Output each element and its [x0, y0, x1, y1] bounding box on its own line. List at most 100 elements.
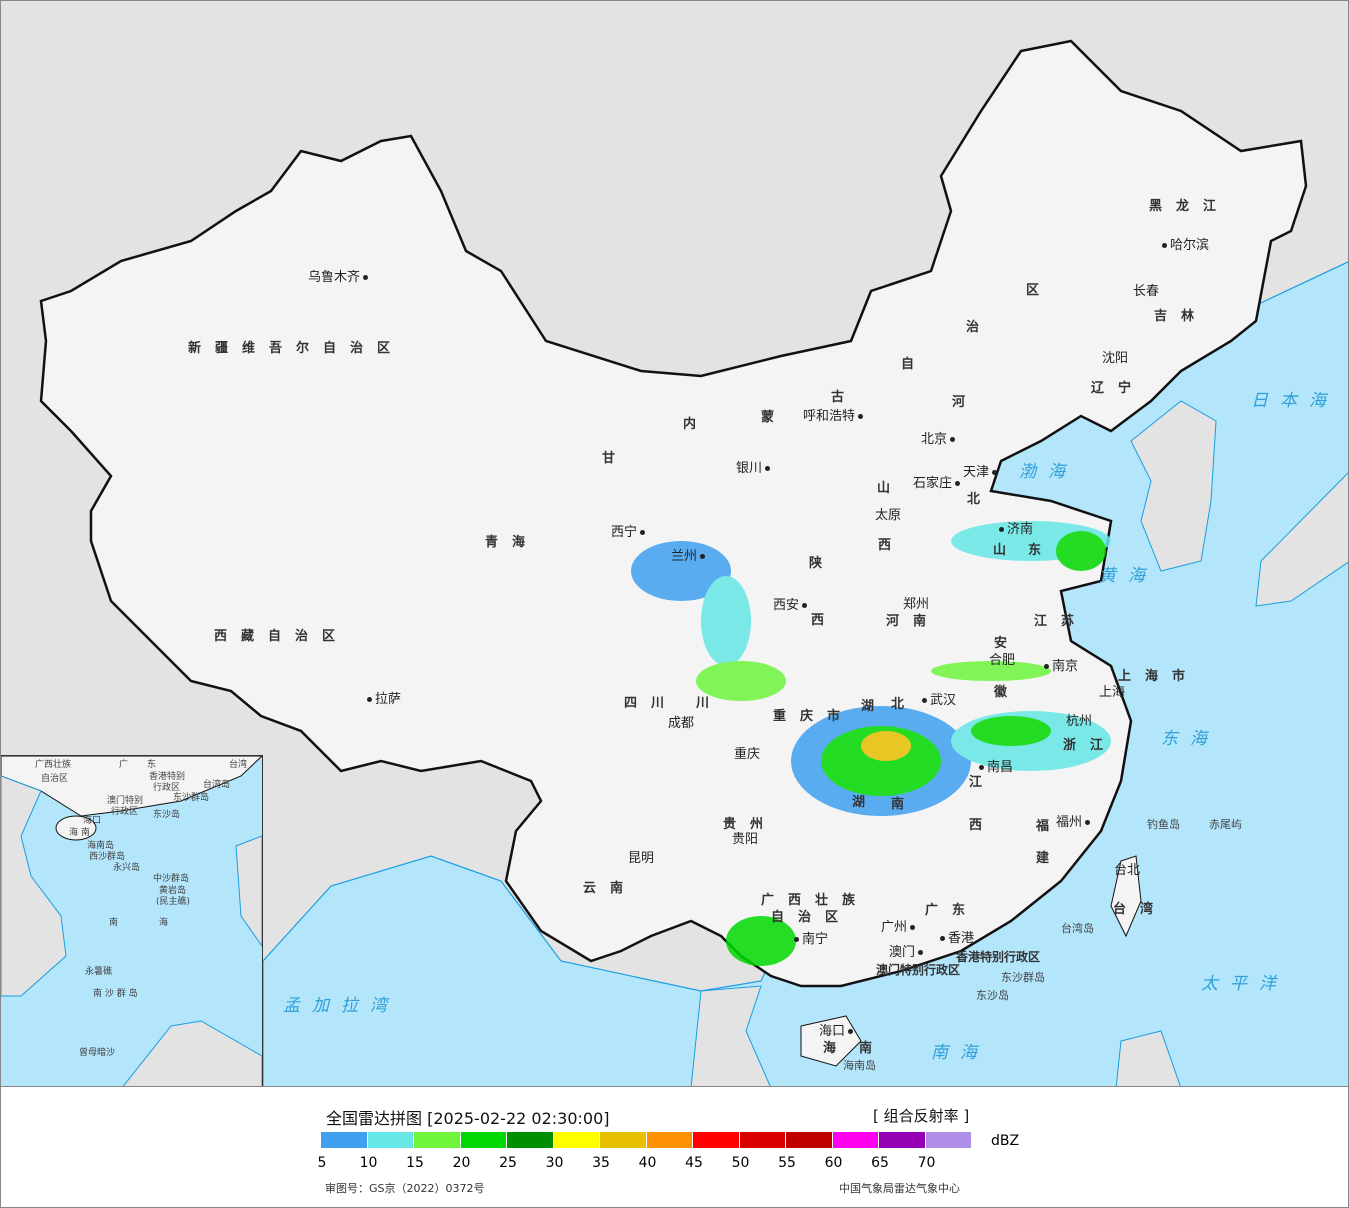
- city-dot-icon: [1162, 243, 1167, 248]
- legend-swatch: [321, 1132, 367, 1148]
- echo-blob: [931, 661, 1051, 681]
- province-label: 辽宁: [1091, 382, 1145, 396]
- province-label: 浙江: [1063, 739, 1117, 753]
- sar-label: 澳门特别行政区: [876, 963, 960, 977]
- inset-label-text: 行政区: [111, 807, 139, 817]
- city-label: 哈尔滨: [1159, 239, 1209, 253]
- province-label: 北: [891, 698, 918, 712]
- sea-label: 太平洋: [1201, 976, 1288, 993]
- province-label-text: 北: [967, 492, 995, 507]
- sea-label-text: 南海: [931, 1043, 989, 1063]
- province-label-text: 西: [811, 613, 839, 628]
- province-label-text: 重庆市: [773, 709, 855, 724]
- inset-label-text: 行政区: [153, 783, 181, 793]
- legend-tick: 10: [359, 1155, 378, 1171]
- sea-label: 南海: [931, 1043, 989, 1063]
- inset-label-text: 海: [69, 828, 79, 838]
- legend-swatch: [693, 1132, 739, 1148]
- inset-label-text: 广: [119, 760, 129, 770]
- sar-label: 香港特别行政区: [956, 950, 1040, 964]
- province-label: 四川: [624, 697, 678, 711]
- city-dot-icon: [950, 437, 956, 442]
- province-label: 南: [859, 1042, 886, 1056]
- province-label-text: 福: [1036, 819, 1064, 834]
- inset-label-text: 海: [159, 918, 169, 928]
- inset-label: 台湾岛: [203, 780, 230, 790]
- map-canvas: [39, 39, 1348, 1086]
- inset-label: 广: [119, 760, 128, 770]
- legend-swatch: [553, 1132, 599, 1148]
- city-label-text: 昆明: [628, 851, 655, 866]
- city-label: 武汉: [919, 694, 956, 708]
- city-label: 天津: [963, 466, 1000, 480]
- province-label: 西: [969, 819, 996, 833]
- taiwan-island: [1110, 855, 1142, 938]
- inset-label: 香港特别: [149, 772, 185, 782]
- radar-map[interactable]: 新疆维吾尔自治区 西藏自治区 青海甘四川 云南内蒙古自治区黑龙江 吉林 辽宁河北山西陕西河…: [0, 0, 1349, 1087]
- city-dot-icon: [765, 466, 771, 471]
- inset-label: 海口: [83, 816, 101, 826]
- city-label: 合肥: [989, 654, 1015, 668]
- city-label-text: 兰州: [671, 549, 698, 564]
- city-dot-icon: [910, 925, 916, 930]
- legend-tick: 20: [452, 1155, 471, 1171]
- province-label: 新疆维吾尔自治区: [188, 342, 404, 356]
- province-label: 山: [993, 544, 1020, 558]
- inset-label-text: 海口: [83, 816, 102, 826]
- city-label: 杭州: [1066, 715, 1092, 729]
- province-label-text: 贵州: [723, 817, 778, 832]
- province-label: 北: [967, 493, 994, 507]
- sea-label-text: 东海: [1161, 729, 1219, 749]
- echo-blob: [631, 541, 731, 601]
- inset-label-text: 台湾岛: [203, 780, 231, 790]
- inset-label-text: 永暑礁: [85, 967, 113, 977]
- city-label: 南昌: [976, 761, 1013, 775]
- inset-label: 永暑礁: [85, 967, 112, 977]
- legend-swatch: [507, 1132, 553, 1148]
- island-label-text: 东沙岛: [976, 989, 1009, 1002]
- province-label-text: 广东: [925, 903, 980, 918]
- city-label-text: 杭州: [1066, 714, 1093, 729]
- city-label-text: 南宁: [802, 932, 829, 947]
- indochina: [690, 985, 771, 1086]
- island-label-text: 台湾岛: [1061, 922, 1094, 935]
- city-dot-icon: [999, 527, 1004, 532]
- city-label-text: 郑州: [903, 597, 930, 612]
- color-scale: [321, 1132, 972, 1148]
- inset-label-text: 南 沙 群 岛: [93, 989, 138, 999]
- south-china-sea-inset: 广西壮族 自治区广东台湾 香港特别 行政区 澳门特别 行政区 台湾岛 东沙群岛 东沙岛 海口海南海…: [1, 755, 263, 1086]
- city-label: 上海: [1099, 686, 1125, 700]
- inset-indochina: [1, 775, 67, 997]
- approval-number: 审图号：GS京（2022）0372号: [325, 1182, 485, 1195]
- province-label: 安: [994, 637, 1021, 651]
- legend-swatch: [739, 1132, 785, 1148]
- inset-label: (民主礁): [156, 897, 190, 907]
- city-dot-icon: [363, 275, 369, 280]
- korea-peninsula: [1130, 400, 1217, 572]
- city-label: 昆明: [628, 852, 654, 866]
- inset-label: 行政区: [111, 807, 138, 817]
- legend-tick: 50: [731, 1155, 750, 1171]
- echo-blob: [1056, 531, 1106, 571]
- city-label: 贵阳: [732, 833, 758, 847]
- province-label: 建: [1036, 852, 1063, 866]
- city-label-text: 海口: [819, 1024, 846, 1039]
- province-label: 甘: [602, 452, 629, 466]
- city-label: 澳门: [889, 946, 926, 960]
- province-label: 徽: [994, 686, 1021, 700]
- province-label-text: 湖: [852, 795, 880, 810]
- city-label: 沈阳: [1102, 352, 1128, 366]
- province-label: 福: [1036, 820, 1063, 834]
- province-label-text: 东: [1028, 543, 1056, 558]
- legend-tick: 15: [406, 1155, 424, 1171]
- inset-label-text: 东沙群岛: [173, 793, 210, 803]
- city-label-text: 贵阳: [732, 832, 759, 847]
- inset-label-text: 海南岛: [87, 841, 115, 851]
- inset-label: 永兴岛: [113, 863, 140, 873]
- province-label-text: 青海: [485, 535, 540, 550]
- legend-swatch: [646, 1132, 692, 1148]
- map-title: 全国雷达拼图 [2025-02-22 02:30:00]: [326, 1109, 610, 1128]
- inset-label: 海: [69, 828, 78, 838]
- island-label-text: 赤尾屿: [1209, 818, 1242, 831]
- province-label: 西: [811, 614, 838, 628]
